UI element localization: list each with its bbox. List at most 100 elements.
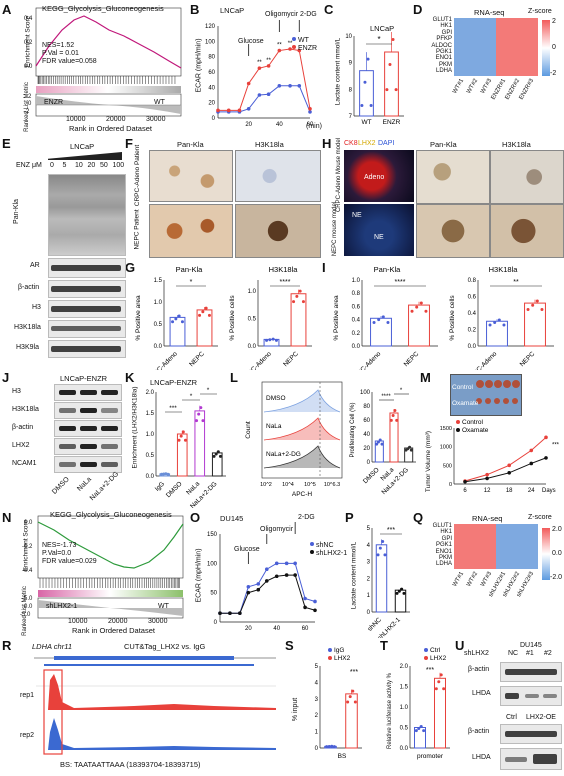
- bars-g-1-dot: [275, 339, 278, 342]
- heatmap-cell: [454, 69, 468, 75]
- ecar-o-ytick: 0: [214, 620, 218, 626]
- lactate-c-dot: [360, 104, 363, 107]
- ihc-f-col-pankla: Pan-Kla: [177, 140, 204, 149]
- gsea-a-title: KEGG_Glycolysis_Gluconeogenesis: [42, 4, 164, 13]
- western-j-row-label: LHX2: [12, 442, 30, 449]
- western-j-row-label: H3K18la: [12, 406, 39, 413]
- western-j-band: [101, 462, 118, 467]
- ecar-b-point: [258, 93, 262, 97]
- ecar-b-star: **: [257, 60, 262, 66]
- western-j-row-label: β-actin: [12, 424, 33, 431]
- gsea-n-ytick-4: 5.0: [24, 596, 32, 602]
- ecar-o-ann-oligo: Oligomycir: [260, 526, 293, 533]
- bars-i-0-ytick: 0.0: [352, 344, 361, 350]
- lactate-c-cat: ENZR: [383, 119, 401, 126]
- mouse-h-nepc-h3k18la: [490, 204, 564, 258]
- bars-g-1-dot: [292, 300, 295, 303]
- bars-g-1-dot: [265, 339, 268, 342]
- ihc-f-col-h3k18la: H3K18la: [255, 140, 284, 149]
- flow-l-label: NaLa+2-DG: [266, 451, 301, 458]
- chip-k-ytick: 0.5: [146, 453, 155, 459]
- gsea-a-xtick-3: 30000: [146, 116, 165, 123]
- panel-label-n: N: [2, 510, 11, 525]
- bars-i-0-cat: NEPC: [403, 350, 421, 368]
- ecar-b-point: [297, 84, 301, 88]
- western-j-row-label: NCAM1: [12, 460, 37, 467]
- flow-l-ylabel: Count: [245, 421, 252, 439]
- heatmap-q-zlabel: Z-score: [528, 514, 552, 521]
- gsea-a-stat-3: FDR value=0.058: [42, 58, 97, 65]
- lactate-p-ytick: 4: [367, 543, 371, 549]
- chip-s-dot: [354, 700, 357, 703]
- chip-k-cat: IgG: [154, 480, 166, 492]
- tumor-m-legend-oxamate: Oxamate: [462, 427, 489, 434]
- western-j-blot: [54, 384, 122, 401]
- chip-k-sig-2: *: [190, 393, 193, 400]
- bars-i-1-dot: [493, 321, 496, 324]
- heatmap-d-z2: 0: [552, 44, 556, 51]
- chip-s-legend-dot: [328, 656, 332, 660]
- tumor-m-ytick: 1500: [440, 426, 452, 432]
- gsea-a-ytick-6: -2: [24, 109, 29, 115]
- lactate-c-bar: [360, 71, 374, 116]
- gsea-n-stat-3: FDR value=0.029: [42, 558, 97, 565]
- ecar-o-point: [313, 608, 317, 612]
- western-j-band: [59, 426, 76, 431]
- lactate-p-ylabel: Lactate content mmol/L: [350, 542, 357, 610]
- gsea-n-title: KEGG_Glycolysis_Gluconeogenesis: [50, 510, 172, 519]
- chip-k-ylabel: Enrichment (LHX2/H3K18la): [132, 386, 139, 468]
- ecar-b-series-1: [218, 49, 310, 110]
- luciferase-t-legend-ctrl: Ctrl: [430, 647, 441, 654]
- ecar-o-ytick: 50: [210, 591, 217, 597]
- ihc-f-adeno-h3k18la: [235, 150, 321, 202]
- western-j-band: [101, 426, 118, 431]
- flow-l-label: DMSO: [266, 395, 286, 402]
- mouse-h-if-ck8: CK8: [344, 140, 358, 147]
- lactate-c-dot: [363, 81, 366, 84]
- flow-l-bar-ytick: 40: [363, 432, 370, 438]
- flow-l-xlabel: APC-H: [292, 491, 313, 498]
- flow-l-bar-ytick: 0: [367, 460, 371, 466]
- western-u-col-nc: NC: [508, 650, 518, 657]
- tumor-m-legend-control: Control: [462, 419, 484, 426]
- chip-s-ytick: 5: [315, 664, 319, 670]
- mouse-h-if-lhx2: LHX2: [358, 140, 376, 147]
- chip-s-legend-igg: IgG: [334, 647, 344, 654]
- ecar-b-point: [258, 66, 262, 70]
- gsea-n-right-group: WT: [158, 603, 169, 610]
- ecar-b-ytick: 40: [208, 85, 215, 91]
- bars-i-chart: Pan-Kla % Positive area 0.0 0.2 0.4 0.6 0.8 1.0…: [332, 262, 564, 370]
- chip-s-ytick: 3: [315, 697, 319, 703]
- luciferase-t-dot: [437, 680, 440, 683]
- lactate-p-ytick: 2: [367, 576, 371, 582]
- panel-r-tracks: LDHA chr11 CUT&Tag_LHX2 vs. IgG rep1 rep…: [14, 640, 282, 771]
- flow-l-bar-ytick: 80: [363, 404, 370, 410]
- luciferase-t-sig: ***: [426, 667, 434, 674]
- western-u-row-actin-bottom: β-actin: [468, 728, 489, 735]
- panel-d-heatmap: RNA-seq Z-score GLUT1 HK1 GPI PFKP ALDOC PGK1…: [420, 4, 564, 134]
- ecar-b-xtick: 40: [276, 122, 283, 128]
- tumor-m-series: [465, 437, 546, 481]
- mouse-h-row-nepc: NEPC mouse model: [332, 202, 338, 256]
- chip-s-dot: [328, 745, 331, 748]
- bars-g-sig: ****: [280, 279, 291, 286]
- gsea-a-xlabel: Rank in Ordered Dataset: [69, 124, 152, 133]
- western-u-lhda-bottom: [500, 748, 562, 770]
- heatmap-cell: [454, 562, 468, 568]
- bars-i-1-cat: CRPC-Adeno: [466, 350, 499, 370]
- panel-u-western: DU145 shLHX2 NC #1 #2 β-actin LHDA Ctrl …: [460, 640, 564, 771]
- ecar-o-point: [247, 585, 251, 589]
- tumor-m-point: [463, 480, 467, 484]
- heatmap-row-label: HK1: [424, 23, 452, 29]
- bars-i-0-dot: [377, 318, 380, 321]
- bars-g-0-dot: [205, 307, 208, 310]
- flow-l-xtick: 10^4: [282, 482, 294, 488]
- ecar-o-point: [265, 579, 269, 583]
- tumor-m-sig: ***: [552, 443, 560, 449]
- bars-i-0-ytick: 0.8: [352, 291, 361, 297]
- bars-i-0-ytick: 0.4: [352, 318, 361, 324]
- luciferase-t-dot: [422, 729, 425, 732]
- bars-g-0-dot: [208, 314, 211, 317]
- bars-i-1-ytick: 0.0: [468, 344, 477, 350]
- western-j-blot: [54, 420, 122, 437]
